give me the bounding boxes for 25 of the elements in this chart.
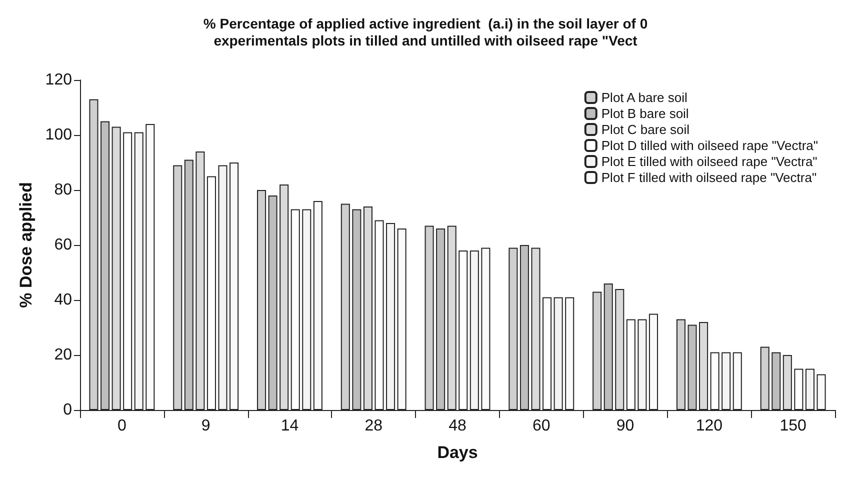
y-tick-label: 100 bbox=[45, 126, 72, 144]
x-tick-label: 120 bbox=[696, 418, 723, 434]
x-tick-label: 150 bbox=[780, 418, 806, 434]
legend-label: Plot A bare soil bbox=[601, 90, 688, 105]
x-tick-label: 48 bbox=[448, 418, 466, 434]
y-tick-label: 20 bbox=[54, 346, 72, 364]
legend-label: Plot B bare soil bbox=[601, 106, 689, 121]
legend-label: Plot C bare soil bbox=[601, 122, 690, 137]
x-tick-label: 14 bbox=[280, 418, 299, 434]
y-tick-label: 80 bbox=[54, 182, 72, 198]
x-tick-label: 28 bbox=[364, 418, 383, 434]
chart-title: % Percentage of applied active ingredient (a.i) in the soil layer of 0 experimentals plots in tilled and untilled with oilseed rape "Vect bbox=[203, 16, 648, 48]
x-tick-label: 9 bbox=[201, 418, 210, 434]
y-axis-title: % Dose applied bbox=[16, 182, 36, 308]
x-tick-label: 0 bbox=[117, 418, 126, 434]
legend-label: Plot F tilled with oilseed rape "Vectra" bbox=[601, 170, 817, 185]
x-axis-title: Days bbox=[437, 443, 478, 462]
y-tick-label: 40 bbox=[54, 292, 72, 308]
y-tick-label: 120 bbox=[45, 72, 72, 88]
x-tick-label: 60 bbox=[532, 418, 550, 434]
y-tick-label: 0 bbox=[63, 402, 72, 418]
x-tick-label: 90 bbox=[616, 418, 634, 434]
legend-label: Plot D tilled with oilseed rape "Vectra" bbox=[601, 138, 818, 153]
y-tick-label: 60 bbox=[54, 236, 72, 254]
legend-label: Plot E tilled with oilseed rape "Vectra" bbox=[601, 154, 818, 169]
